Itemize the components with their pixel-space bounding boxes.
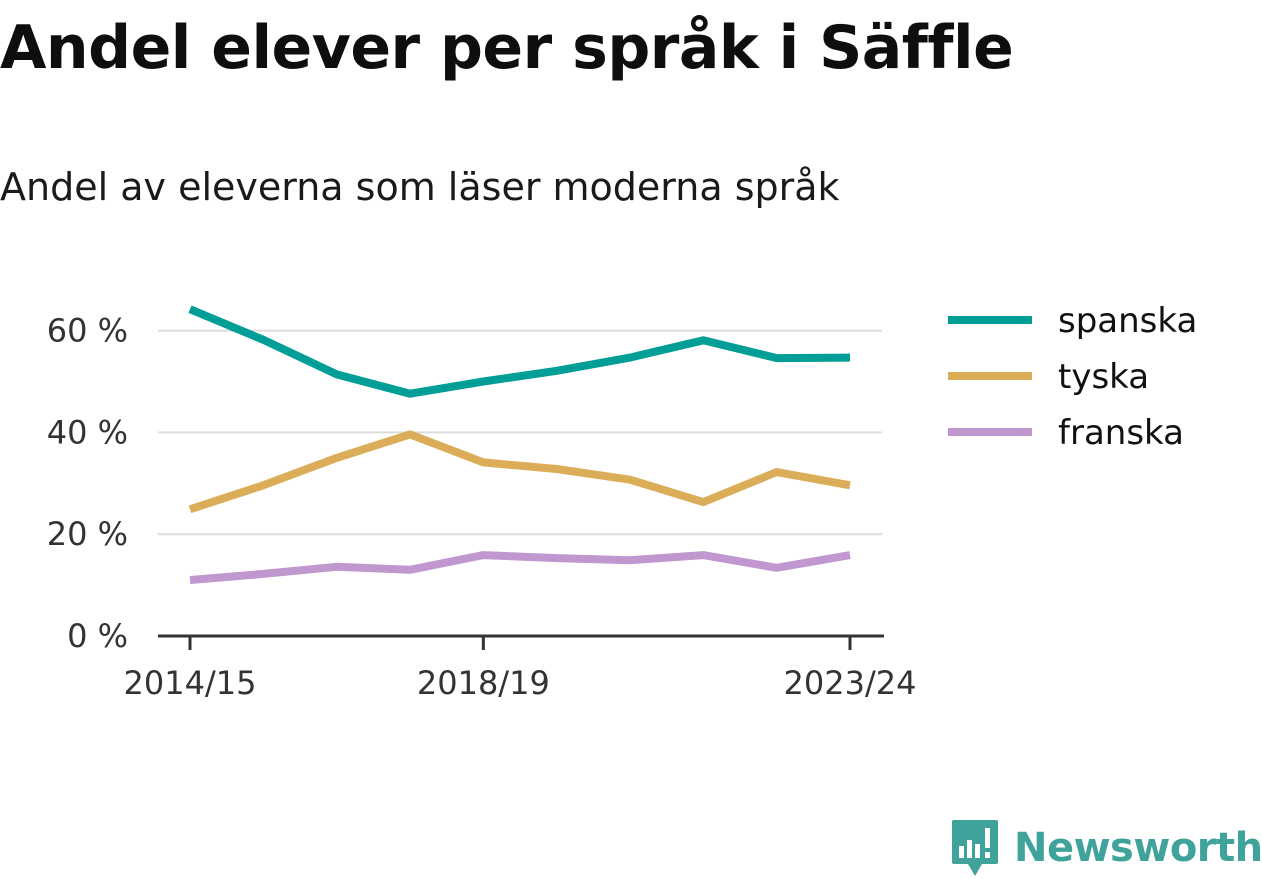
- series-lines: [188, 305, 851, 584]
- chart-title: Andel elever per språk i Säffle: [0, 13, 1014, 83]
- legend-label-franska: franska: [1058, 413, 1184, 453]
- series-line-spanska: [188, 305, 851, 398]
- x-tick-label: 2023/24: [784, 664, 917, 702]
- y-tick-label: 20 %: [47, 515, 128, 553]
- newsworthy-brand: Newsworthy: [950, 818, 1262, 878]
- legend-label-tyska: tyska: [1058, 357, 1149, 397]
- x-axis-labels: 2014/15 2018/19 2023/24: [124, 636, 917, 702]
- grid-lines: [158, 329, 882, 536]
- brand-name: Newsworthy: [1014, 825, 1262, 871]
- x-tick-label: 2014/15: [124, 664, 257, 702]
- series-line-franska: [189, 551, 851, 584]
- legend: spanska tyska franska: [948, 301, 1197, 453]
- y-tick-label: 40 %: [47, 413, 128, 451]
- newsworthy-logo-icon: [952, 820, 998, 876]
- y-tick-label: 60 %: [47, 312, 128, 350]
- series-line-tyska: [188, 430, 851, 514]
- chart-subtitle: Andel av eleverna som läser moderna språ…: [0, 165, 840, 209]
- legend-label-spanska: spanska: [1058, 301, 1197, 341]
- y-axis-labels: 0 % 20 % 40 % 60 %: [47, 312, 128, 655]
- y-tick-label: 0 %: [67, 617, 128, 655]
- x-tick-label: 2018/19: [417, 664, 550, 702]
